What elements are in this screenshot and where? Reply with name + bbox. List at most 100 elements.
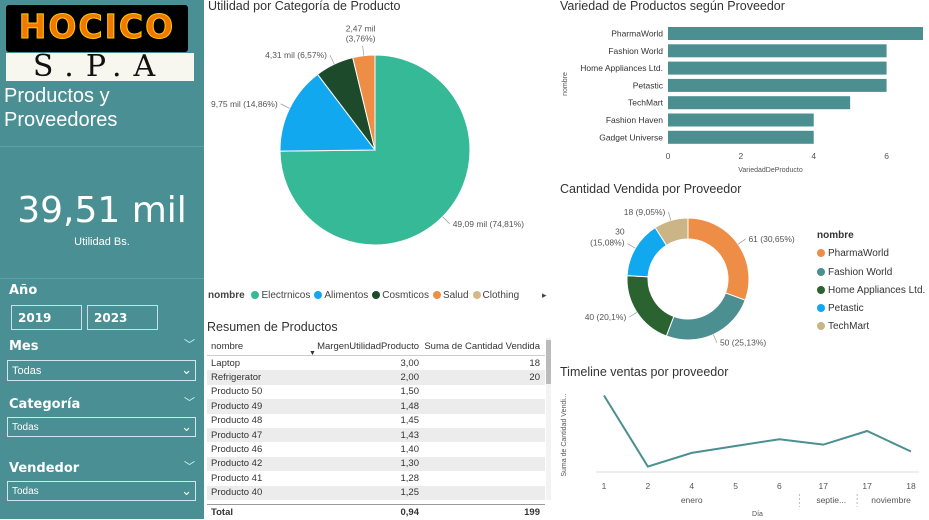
table-row[interactable]: Producto 48 1,45	[207, 414, 545, 428]
table-cell: 1,45	[400, 415, 420, 427]
chevron-down-icon[interactable]: ﹀	[184, 396, 195, 409]
legend-item-label[interactable]: Cosmticos	[382, 290, 429, 301]
divider	[0, 278, 204, 279]
total-quantity: 199	[524, 507, 540, 518]
legend-item[interactable]: Petastic	[817, 303, 925, 321]
table-cell: 1,50	[400, 386, 420, 398]
year-start-value: 2019	[18, 311, 52, 325]
legend-item-label[interactable]: Clothing	[482, 290, 520, 301]
table-cell: 20	[529, 372, 540, 384]
month-dropdown[interactable]: Todas ⌄	[7, 360, 196, 381]
donut-data-label: 18 (9,05%)	[624, 207, 666, 217]
donut-data-label: (15,08%)	[590, 238, 625, 248]
bar-chart: PharmaWorld Fashion World Home Appliances …	[562, 27, 923, 174]
donut-legend: nombre PharmaWorld Fashion World Home Appl…	[817, 230, 925, 340]
pie-data-label: (3,76%)	[346, 34, 376, 44]
chevron-down-icon[interactable]: ﹀	[184, 460, 195, 473]
donut-slice[interactable]	[665, 292, 746, 341]
donut-data-label: 30	[615, 227, 625, 237]
month-dropdown-value: Todas	[12, 365, 42, 377]
column-header[interactable]: MargenUtilidadProducto ▼	[309, 341, 419, 357]
donut-slice[interactable]	[626, 275, 675, 337]
donut-chart: 61 (30,65%) 50 (25,13%) 40 (20,1%) 30(15,08…	[585, 207, 795, 348]
total-margin: 0,94	[400, 507, 420, 518]
pie-label-leader	[329, 54, 335, 65]
x-tick-label: 6	[777, 481, 782, 491]
pie-slice[interactable]	[279, 73, 376, 152]
chevron-down-icon[interactable]: ﹀	[184, 338, 195, 351]
table-row[interactable]: Refrigerator 2,00 20	[207, 370, 545, 385]
pie-chart-title: Utilidad por Categoría de Producto	[208, 0, 401, 13]
legend-swatch	[472, 291, 481, 299]
legend-item-label: Home Appliances Ltd.	[828, 284, 926, 296]
bar[interactable]	[668, 113, 814, 127]
table-scrollbar[interactable]	[546, 338, 551, 500]
table-row[interactable]: Producto 46 1,40	[207, 442, 545, 456]
seller-dropdown[interactable]: Todas ⌄	[7, 481, 196, 501]
table-cell: 1,30	[400, 458, 420, 470]
category-label: TechMart	[628, 98, 664, 108]
pie-data-label: 2,47 mil	[346, 24, 376, 34]
total-label: Total	[211, 507, 233, 518]
line-chart-title: Timeline ventas por proveedor	[560, 365, 729, 379]
category-dropdown-value: Todas	[12, 422, 39, 433]
legend-item[interactable]: Home Appliances Ltd.	[817, 285, 925, 303]
year-slicer-end[interactable]: 2023	[87, 305, 158, 330]
bar[interactable]	[668, 44, 887, 58]
column-header[interactable]: Suma de Cantidad Vendida	[424, 341, 540, 352]
category-dropdown[interactable]: Todas ⌄	[7, 417, 196, 437]
donut-data-label: 50 (25,13%)	[720, 338, 766, 348]
table-row[interactable]: Producto 42 1,30	[207, 456, 545, 472]
category-label: Fashion Haven	[606, 115, 663, 125]
donut-label-leader	[668, 211, 672, 221]
x-month-label: noviembre	[871, 495, 911, 505]
year-slicer-start[interactable]: 2019	[11, 305, 82, 330]
bar[interactable]	[668, 96, 851, 110]
seller-slicer-title: Vendedor	[9, 461, 80, 476]
category-slicer-title: Categoría	[9, 397, 81, 412]
x-tick-label: 0	[666, 151, 671, 161]
bar[interactable]	[668, 78, 887, 92]
table-row[interactable]: Producto 50 1,50	[207, 385, 545, 399]
table-cell: Producto 41	[211, 472, 263, 484]
donut-slice[interactable]	[654, 217, 689, 246]
pie-slice[interactable]	[279, 54, 471, 246]
category-label: PharmaWorld	[611, 29, 663, 39]
legend-item[interactable]: Fashion World	[817, 267, 925, 285]
table-cell: Producto 40	[211, 487, 263, 499]
legend-item-label[interactable]: Salud	[442, 290, 469, 301]
table-row[interactable]: Producto 49 1,48	[207, 399, 545, 414]
donut-slice[interactable]	[687, 217, 750, 301]
scrollbar-thumb[interactable]	[546, 340, 551, 384]
table-row[interactable]: Producto 47 1,43	[207, 427, 545, 443]
table-row[interactable]: Laptop 3,00 18	[207, 356, 545, 370]
legend-swatch	[432, 291, 441, 299]
month-slicer-title: Mes	[9, 339, 39, 354]
legend-item[interactable]: TechMart	[817, 321, 925, 339]
donut-label-leader	[627, 243, 636, 249]
table-row[interactable]: Producto 41 1,28	[207, 471, 545, 485]
table-cell: 1,43	[400, 429, 420, 441]
table-cell: Laptop	[211, 357, 241, 369]
legend-next-icon[interactable]: ▸	[542, 290, 547, 300]
legend-item[interactable]: PharmaWorld	[817, 248, 925, 266]
donut-chart-title: Cantidad Vendida por Proveedor	[560, 182, 742, 196]
sort-desc-icon: ▼	[309, 350, 316, 357]
x-tick-label: 4	[689, 481, 694, 491]
bar[interactable]	[668, 27, 923, 40]
logo-subtext: S.P.A	[32, 53, 168, 81]
bar[interactable]	[668, 61, 887, 75]
bar[interactable]	[668, 130, 814, 144]
legend-item-label[interactable]: Alimentos	[324, 290, 369, 301]
legend-item-label[interactable]: Electrnicos	[261, 290, 311, 301]
donut-label-leader	[737, 238, 746, 245]
x-tick-label: 17	[819, 481, 829, 491]
year-end-value: 2023	[94, 311, 128, 325]
x-tick-label: 18	[906, 481, 916, 491]
table-cell: Refrigerator	[211, 372, 262, 384]
donut-data-label: 40 (20,1%)	[585, 312, 627, 322]
column-header[interactable]: nombre	[211, 341, 244, 352]
table-row[interactable]: Producto 40 1,25	[207, 485, 545, 500]
line-series[interactable]	[603, 394, 912, 468]
chevron-down-icon: ⌄	[181, 483, 192, 498]
